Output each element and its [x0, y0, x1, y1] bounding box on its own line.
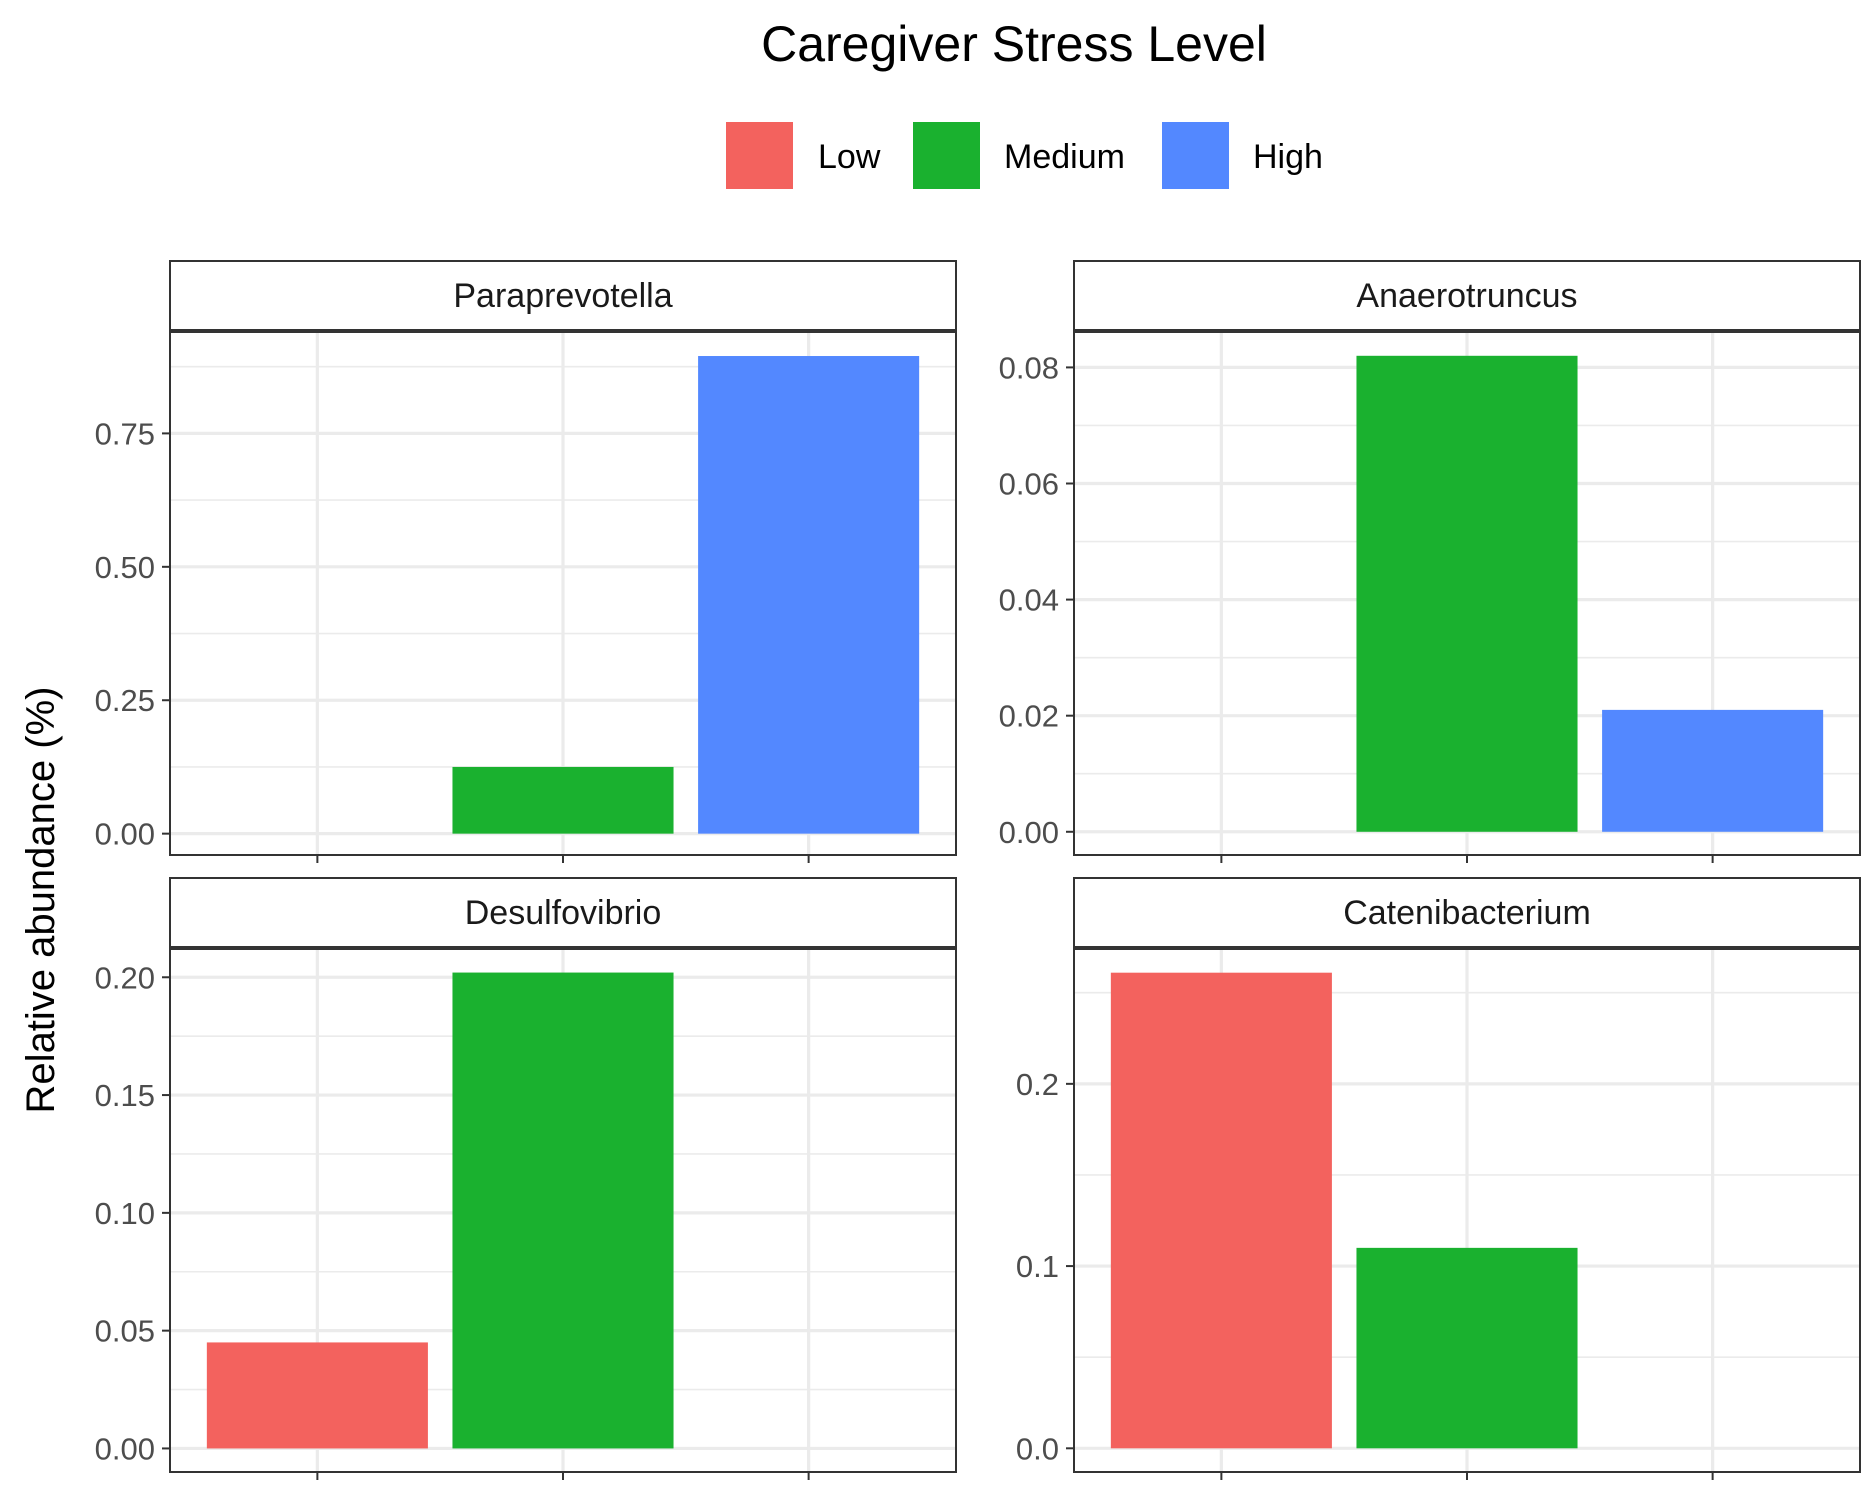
y-tick-label: 0.05: [95, 1314, 155, 1349]
strip-background: [169, 260, 957, 331]
bar-medium: [452, 766, 674, 834]
bar-medium: [1356, 355, 1578, 832]
facet-panels: Paraprevotella 0.00 0.25 0.50 0.75 Anaerotrun…: [95, 260, 1861, 1480]
y-tick-label: 0.1: [1016, 1249, 1059, 1284]
y-tick-label: 0.20: [95, 960, 155, 995]
y-tick-label: 0.15: [95, 1078, 155, 1113]
bar-medium: [452, 972, 674, 1449]
legend-key-high: [1162, 122, 1229, 189]
legend-title: Caregiver Stress Level: [761, 16, 1267, 72]
strip-background: [169, 877, 957, 948]
strip-label: Desulfovibrio: [465, 894, 662, 932]
strip-background: [1073, 877, 1861, 948]
y-tick-label: 0.06: [999, 467, 1059, 502]
strip-background: [1073, 260, 1861, 331]
bar-medium: [1356, 1247, 1578, 1449]
y-tick-label: 0.50: [95, 550, 155, 585]
legend-key-medium: [913, 122, 980, 189]
legend-label-low: Low: [818, 138, 881, 176]
y-tick-label: 0.00: [999, 815, 1059, 850]
legend-label-high: High: [1253, 138, 1323, 176]
legend: Caregiver Stress Level Low Medium High: [726, 16, 1323, 189]
y-axis-title: Relative abundance (%): [19, 687, 63, 1114]
strip-label: Paraprevotella: [453, 277, 672, 315]
y-tick-label: 0.75: [95, 416, 155, 451]
legend-key-low: [726, 122, 793, 189]
facet-anaerotruncus: Anaerotruncus 0.00 0.02 0.04 0.06 0.08: [999, 260, 1861, 863]
strip-label: Anaerotruncus: [1356, 277, 1577, 315]
bar-low: [1110, 972, 1332, 1449]
bar-high: [698, 356, 920, 834]
y-tick-label: 0.00: [95, 817, 155, 852]
y-tick-label: 0.2: [1016, 1067, 1059, 1102]
facet-paraprevotella: Paraprevotella 0.00 0.25 0.50 0.75: [95, 260, 957, 863]
y-tick-label: 0.02: [999, 699, 1059, 734]
y-tick-label: 0.10: [95, 1196, 155, 1231]
strip-label: Catenibacterium: [1343, 894, 1591, 932]
legend-label-medium: Medium: [1004, 138, 1125, 176]
y-tick-label: 0.25: [95, 683, 155, 718]
y-tick-label: 0.08: [999, 350, 1059, 385]
facet-catenibacterium: Catenibacterium 0.0 0.1 0.2: [1016, 877, 1861, 1480]
bar-high: [1602, 709, 1824, 832]
bar-low: [206, 1342, 428, 1449]
y-tick-label: 0.00: [95, 1431, 155, 1466]
y-tick-label: 0.0: [1016, 1431, 1059, 1466]
y-tick-label: 0.04: [999, 583, 1059, 618]
facet-desulfovibrio: Desulfovibrio 0.00 0.05 0.10 0.15 0.20: [95, 877, 957, 1480]
